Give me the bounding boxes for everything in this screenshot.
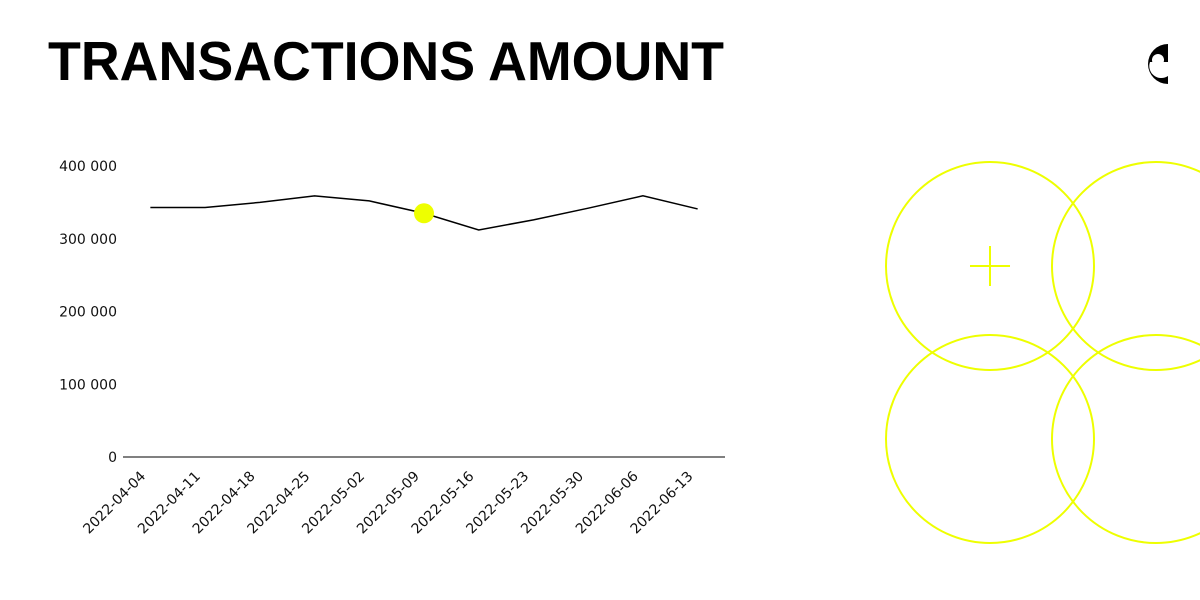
decoration xyxy=(885,161,1200,544)
y-tick-label: 0 xyxy=(108,450,117,466)
highlight-point xyxy=(414,203,434,224)
y-tick-label: 200 000 xyxy=(59,305,117,321)
y-tick-label: 400 000 xyxy=(59,159,117,175)
chart-title: TRANSACTIONS AMOUNT xyxy=(48,30,724,92)
y-tick-label: 100 000 xyxy=(59,377,117,393)
logo xyxy=(1148,44,1168,84)
y-tick-label: 300 000 xyxy=(59,232,117,248)
